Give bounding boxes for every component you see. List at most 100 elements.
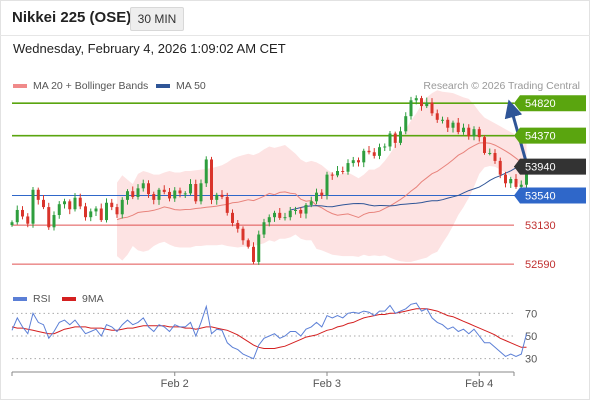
candle-body xyxy=(236,222,240,229)
candle-body xyxy=(94,208,98,212)
candle-body xyxy=(231,212,234,223)
candle-body xyxy=(252,246,255,262)
candle-body xyxy=(467,127,471,137)
rsi-tick-label: 30 xyxy=(525,354,537,366)
price-label-text: 54370 xyxy=(525,131,556,143)
candle-body xyxy=(341,171,345,173)
candle-body xyxy=(183,193,187,195)
candle-body xyxy=(446,119,450,128)
price-label-text: 54820 xyxy=(525,98,556,110)
legend-ma50: MA 50 xyxy=(156,80,206,92)
candle-body xyxy=(210,159,213,200)
price-label-54370: 54370 xyxy=(514,127,586,144)
candle-body xyxy=(430,102,434,114)
rsi-tick-label: 70 xyxy=(525,308,537,320)
candle-body xyxy=(367,150,371,153)
price-tag-shape xyxy=(514,127,586,144)
candle-body xyxy=(299,209,303,214)
candle-body xyxy=(425,102,429,107)
candle-body xyxy=(383,146,387,148)
bollinger-swatch xyxy=(13,84,27,88)
rsi-tick-label: 50 xyxy=(525,331,537,343)
candle-body xyxy=(105,202,108,221)
candle-body xyxy=(404,116,408,132)
candle-body xyxy=(31,189,35,224)
candle-body xyxy=(325,174,329,196)
candle-body xyxy=(483,137,486,153)
candle-body xyxy=(414,98,418,101)
credit-text: Research © 2026 Trading Central xyxy=(423,80,580,92)
candle-body xyxy=(488,152,492,154)
candle-body xyxy=(42,199,45,208)
x-tick-label: Feb 4 xyxy=(465,378,493,390)
candle-body xyxy=(99,208,103,221)
ma20-line xyxy=(116,142,527,221)
candle-body xyxy=(456,122,460,133)
ma50-swatch xyxy=(156,84,170,88)
price-tag-shape xyxy=(514,158,586,175)
candle-body xyxy=(168,191,171,199)
rsi-line xyxy=(11,302,527,360)
candle-body xyxy=(162,189,166,192)
candle-body xyxy=(346,163,350,172)
candle-body xyxy=(136,188,140,197)
price-label-text: 53130 xyxy=(525,220,556,232)
price-label-53130: 53130 xyxy=(525,220,556,232)
candle-body xyxy=(504,174,507,184)
price-label-text: 53940 xyxy=(525,162,556,174)
candle-body xyxy=(204,159,208,184)
candle-body xyxy=(110,202,114,208)
legend-rsi-label: RSI xyxy=(33,293,51,305)
candle-body xyxy=(378,147,381,156)
price-label-53540: 53540 xyxy=(514,187,586,204)
legend-bollinger: MA 20 + Bollinger Bands xyxy=(13,80,148,92)
timeframe-badge[interactable]: 30 MIN xyxy=(130,7,184,31)
timestamp: Wednesday, February 4, 2026 1:09:02 AM C… xyxy=(13,41,286,56)
candle-body xyxy=(57,204,61,216)
candle-body xyxy=(73,197,77,210)
candle-body xyxy=(288,210,292,218)
candle-body xyxy=(189,184,192,194)
candle-body xyxy=(215,194,219,200)
candle-body xyxy=(26,216,30,224)
candle-body xyxy=(47,207,51,228)
candle-body xyxy=(435,113,439,120)
bollinger-band-area xyxy=(117,90,527,262)
rsi-ma-line xyxy=(11,308,527,349)
candle-body xyxy=(509,178,513,184)
candle-body xyxy=(362,150,366,163)
candle-body xyxy=(257,234,261,262)
candle-body xyxy=(320,192,324,196)
candle-body xyxy=(519,184,523,187)
rsi-swatch xyxy=(13,297,27,301)
candle-body xyxy=(10,222,14,226)
candle-body xyxy=(283,217,287,219)
candle-body xyxy=(267,217,271,223)
candle-body xyxy=(315,192,318,202)
candle-body xyxy=(220,194,224,197)
candle-body xyxy=(84,206,87,218)
candle-body xyxy=(393,133,397,143)
candle-body xyxy=(294,209,297,211)
candle-body xyxy=(451,122,455,128)
candles-group xyxy=(10,95,528,265)
price-label-54820: 54820 xyxy=(514,95,586,112)
candle-body xyxy=(225,196,229,213)
candle-body xyxy=(147,183,150,195)
candle-body xyxy=(152,194,156,200)
candle-body xyxy=(278,212,282,218)
candle-body xyxy=(241,228,245,241)
candle-body xyxy=(388,133,392,147)
candle-body xyxy=(477,129,481,138)
candle-body xyxy=(372,152,376,156)
price-tag-shape xyxy=(514,187,586,204)
candle-body xyxy=(52,215,56,228)
candle-body xyxy=(351,160,355,164)
rsi-ma-swatch xyxy=(62,297,76,301)
candle-body xyxy=(493,152,497,161)
candle-body xyxy=(441,119,444,121)
instrument-title: Nikkei 225 (OSE) xyxy=(12,9,132,26)
x-tick-label: Feb 2 xyxy=(161,378,189,390)
price-label-text: 53540 xyxy=(525,191,556,203)
candle-body xyxy=(399,131,402,143)
